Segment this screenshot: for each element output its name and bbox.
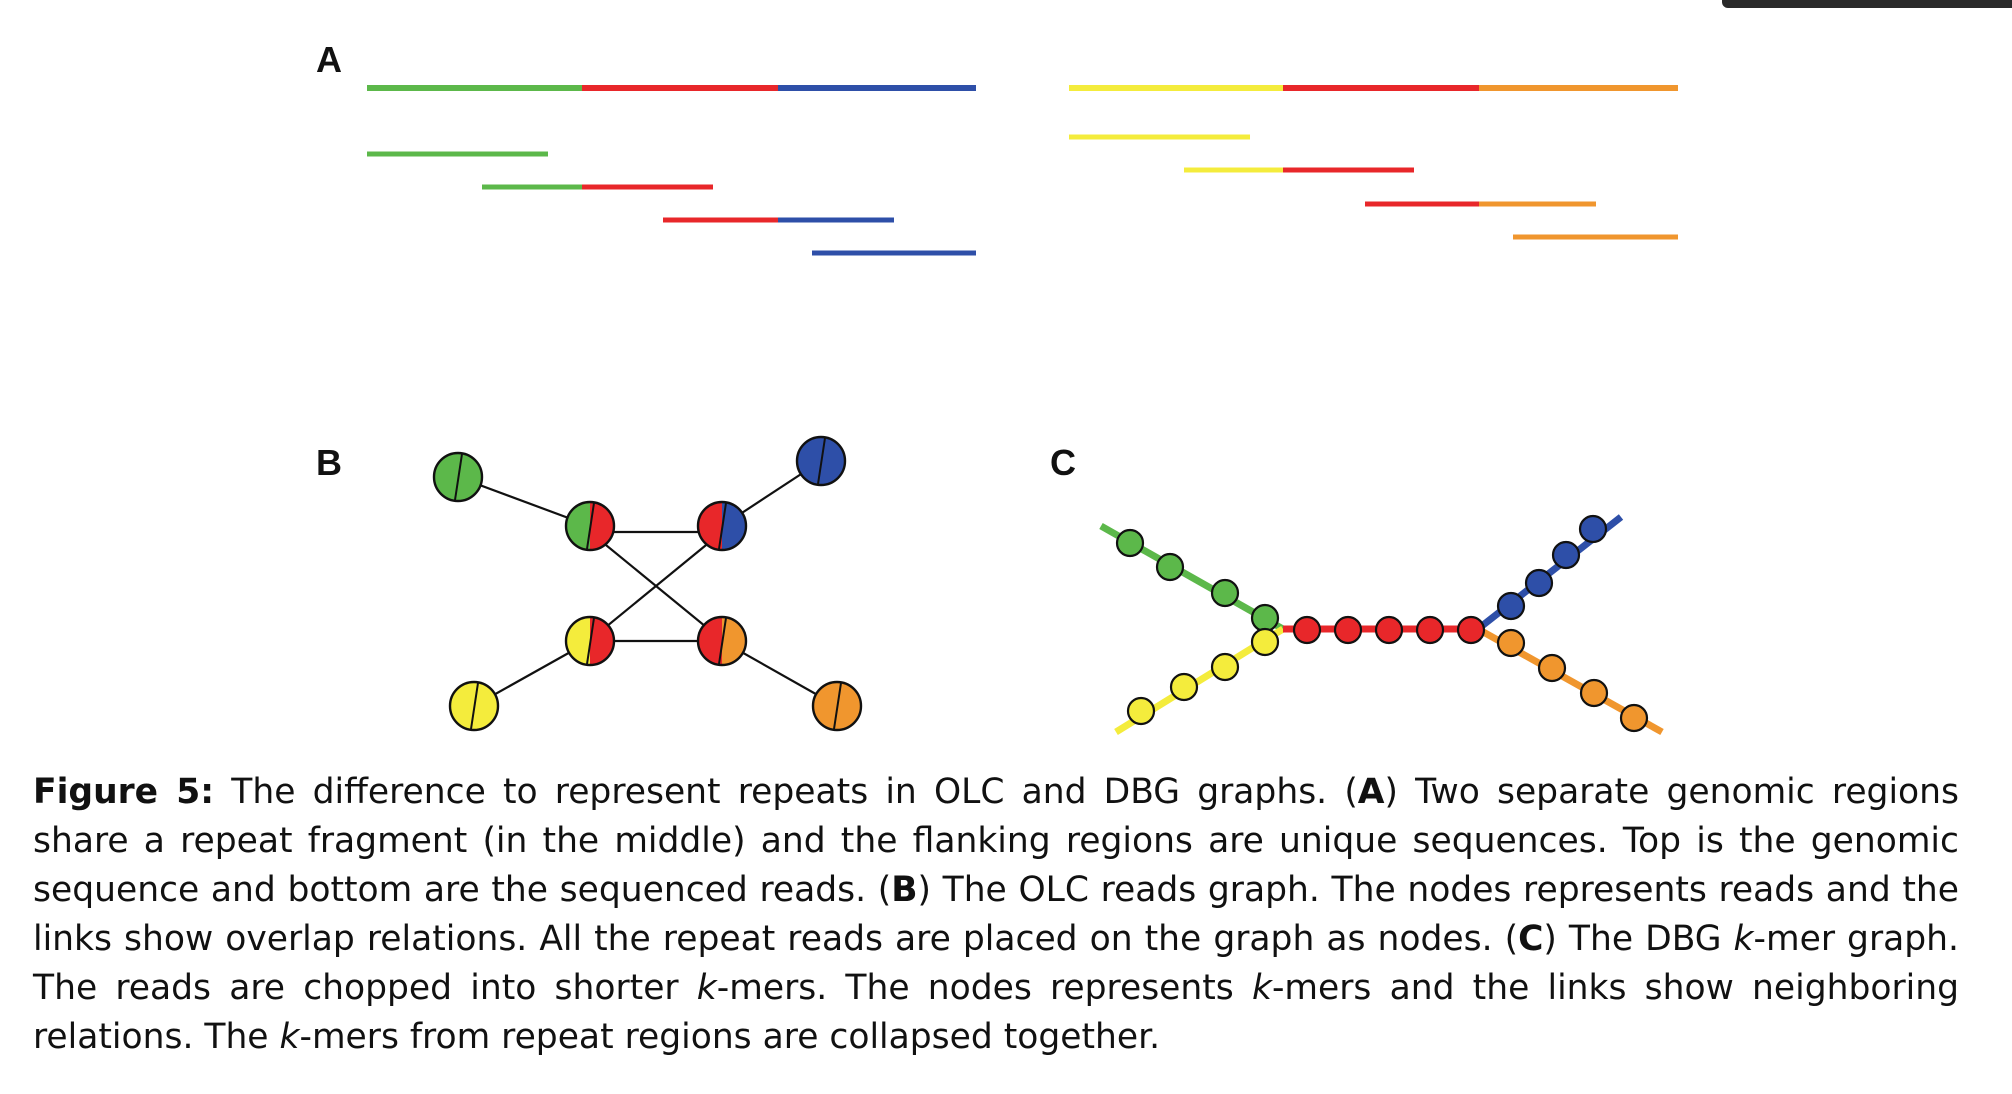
olc-node (564, 615, 616, 667)
caption-italic-k: k (279, 1017, 300, 1057)
caption-italic-k: k (696, 968, 717, 1008)
caption-text: ) Two separate genomic regions share a r… (33, 772, 1959, 910)
dbg-kmer-node (1551, 540, 1581, 570)
caption-text: -mers from repeat regions are collapsed … (299, 1017, 1161, 1057)
dbg-kmer-node (1126, 696, 1156, 726)
dbg-kmer-node (1115, 528, 1145, 558)
dbg-kmer-node (1169, 672, 1199, 702)
olc-node (795, 435, 847, 487)
olc-node (448, 680, 500, 732)
dbg-kmer-node (1210, 652, 1240, 682)
figure-caption: Figure 5: The difference to represent re… (33, 768, 1959, 1062)
caption-figure-label: Figure 5: (33, 772, 215, 812)
caption-panel-ref: A (1357, 772, 1385, 812)
dbg-kmer-node (1456, 615, 1486, 645)
olc-node (696, 500, 748, 552)
panel-label-c: C (1050, 442, 1076, 483)
caption-panel-ref: C (1518, 919, 1544, 959)
panel-label-b: B (316, 442, 342, 483)
caption-text: -mers. The nodes represents (716, 968, 1252, 1008)
dbg-kmer-node (1210, 578, 1240, 608)
caption-italic-k: k (1733, 919, 1754, 959)
caption-panel-ref: B (891, 870, 918, 910)
olc-node (811, 680, 863, 732)
caption-text: The difference to represent repeats in O… (214, 772, 1358, 812)
caption-text: ) The DBG (1543, 919, 1734, 959)
dbg-nodes (1115, 514, 1649, 733)
dbg-kmer-node (1579, 678, 1609, 708)
olc-node (432, 451, 484, 503)
figure-graphic: A B C (316, 39, 1678, 736)
dbg-kmer-node (1374, 615, 1404, 645)
panel-a-reads (367, 85, 1678, 256)
olc-edge (589, 531, 723, 641)
dbg-kmer-node (1155, 552, 1185, 582)
panel-b-olc-graph (432, 435, 863, 732)
caption-text: -mers and the links show neighboring rel… (33, 968, 1960, 1057)
dbg-kmer-node (1250, 627, 1280, 657)
caption-italic-k: k (1251, 968, 1272, 1008)
olc-node (564, 500, 616, 552)
olc-node (696, 615, 748, 667)
dbg-kmer-node (1619, 703, 1649, 733)
dbg-kmer-node (1333, 615, 1363, 645)
dbg-kmer-node (1578, 514, 1608, 544)
dbg-kmer-node (1496, 628, 1526, 658)
dbg-kmer-node (1537, 653, 1567, 683)
dbg-kmer-node (1250, 603, 1280, 633)
dbg-kmer-node (1415, 615, 1445, 645)
dbg-kmer-node (1524, 568, 1554, 598)
dbg-kmer-node (1292, 615, 1322, 645)
window-edge-bar (1722, 0, 2012, 8)
caption-text: ) The OLC reads graph. The nodes represe… (33, 870, 1959, 959)
olc-nodes (432, 435, 863, 732)
panel-c-dbg-graph (1099, 514, 1664, 736)
caption-text: -mer graph. The reads are chopped into s… (33, 919, 1960, 1008)
dbg-kmer-node (1496, 591, 1526, 621)
panel-label-a: A (316, 39, 342, 80)
